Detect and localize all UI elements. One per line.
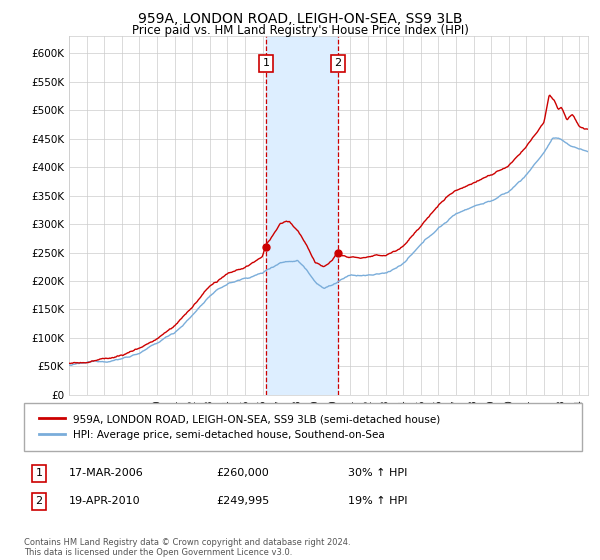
Text: 2: 2 bbox=[335, 58, 342, 68]
Text: 17-MAR-2006: 17-MAR-2006 bbox=[69, 468, 144, 478]
Text: 1: 1 bbox=[35, 468, 43, 478]
Text: 30% ↑ HPI: 30% ↑ HPI bbox=[348, 468, 407, 478]
Legend: 959A, LONDON ROAD, LEIGH-ON-SEA, SS9 3LB (semi-detached house), HPI: Average pri: 959A, LONDON ROAD, LEIGH-ON-SEA, SS9 3LB… bbox=[35, 410, 445, 444]
Text: Price paid vs. HM Land Registry's House Price Index (HPI): Price paid vs. HM Land Registry's House … bbox=[131, 24, 469, 36]
Text: Contains HM Land Registry data © Crown copyright and database right 2024.
This d: Contains HM Land Registry data © Crown c… bbox=[24, 538, 350, 557]
Text: £260,000: £260,000 bbox=[216, 468, 269, 478]
Text: 19-APR-2010: 19-APR-2010 bbox=[69, 496, 140, 506]
Text: 959A, LONDON ROAD, LEIGH-ON-SEA, SS9 3LB: 959A, LONDON ROAD, LEIGH-ON-SEA, SS9 3LB bbox=[138, 12, 462, 26]
Text: 1: 1 bbox=[263, 58, 270, 68]
Text: 2: 2 bbox=[35, 496, 43, 506]
Bar bbox=[266, 36, 338, 395]
FancyBboxPatch shape bbox=[24, 403, 582, 451]
Text: £249,995: £249,995 bbox=[216, 496, 269, 506]
Text: 19% ↑ HPI: 19% ↑ HPI bbox=[348, 496, 407, 506]
